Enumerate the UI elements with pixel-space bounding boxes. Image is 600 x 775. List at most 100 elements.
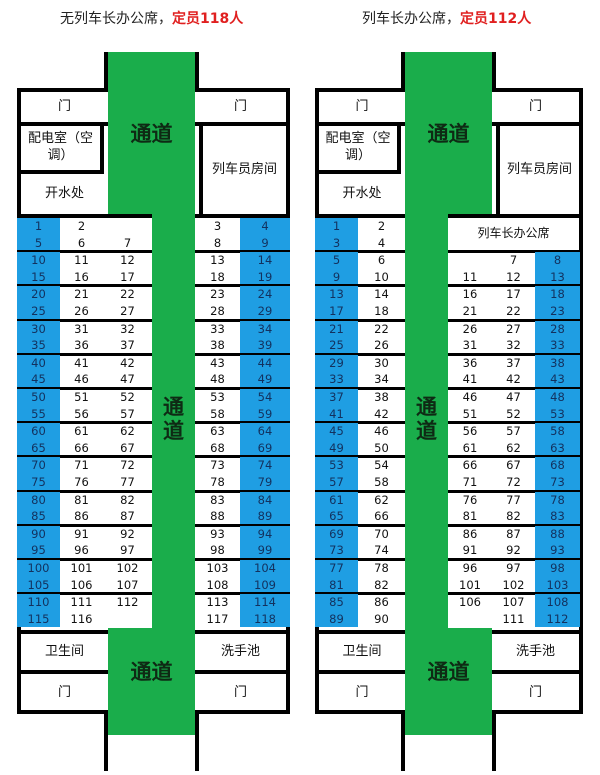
seat[interactable]: 111: [70, 595, 93, 610]
seat[interactable]: 108: [206, 577, 229, 592]
seat[interactable]: 82: [374, 577, 389, 592]
seat[interactable]: 92: [506, 543, 521, 558]
seat[interactable]: 32: [506, 338, 521, 353]
seat[interactable]: 90: [374, 611, 389, 626]
window-seat[interactable]: 69: [315, 525, 358, 543]
window-seat[interactable]: 50: [17, 389, 60, 406]
seat[interactable]: 53: [210, 390, 225, 404]
window-seat[interactable]: 21: [315, 320, 358, 338]
seat[interactable]: 62: [374, 492, 389, 507]
seat[interactable]: 26: [74, 303, 89, 318]
seat[interactable]: 107: [502, 595, 525, 610]
seat[interactable]: 47: [506, 390, 521, 404]
seat[interactable]: 56: [462, 424, 478, 439]
window-seat[interactable]: 100: [17, 560, 60, 577]
window-seat[interactable]: 98: [535, 560, 580, 577]
seat[interactable]: 43: [210, 355, 225, 370]
window-seat[interactable]: 94: [240, 525, 290, 543]
window-seat[interactable]: 17: [315, 302, 358, 320]
window-seat[interactable]: 61: [315, 491, 358, 509]
seat[interactable]: [448, 252, 492, 269]
window-seat[interactable]: 80: [17, 491, 60, 509]
seat[interactable]: 96: [74, 543, 89, 558]
window-seat[interactable]: 3: [315, 234, 358, 252]
seat[interactable]: 27: [506, 321, 521, 336]
seat[interactable]: 106: [459, 595, 481, 610]
window-seat[interactable]: 89: [240, 508, 290, 525]
seat[interactable]: 22: [120, 287, 135, 302]
seat[interactable]: 46: [374, 424, 389, 439]
window-seat[interactable]: 8: [535, 252, 580, 269]
window-seat[interactable]: 18: [535, 286, 580, 303]
seat[interactable]: 103: [206, 561, 229, 575]
window-seat[interactable]: 90: [17, 525, 60, 543]
window-seat[interactable]: 104: [240, 560, 290, 577]
seat[interactable]: 78: [210, 474, 225, 489]
window-seat[interactable]: 63: [535, 439, 580, 457]
window-seat[interactable]: 9: [240, 234, 290, 252]
seat[interactable]: 38: [374, 390, 389, 404]
seat[interactable]: 93: [210, 526, 225, 541]
seat[interactable]: 36: [462, 355, 478, 370]
seat[interactable]: 91: [74, 526, 89, 541]
seat[interactable]: 62: [120, 424, 135, 439]
seat[interactable]: 13: [210, 253, 225, 268]
window-seat[interactable]: 45: [315, 423, 358, 440]
seat[interactable]: 4: [377, 235, 386, 250]
seat[interactable]: 31: [462, 338, 478, 353]
window-seat[interactable]: 99: [240, 542, 290, 559]
seat[interactable]: [103, 611, 152, 628]
seat[interactable]: 41: [462, 372, 478, 387]
seat[interactable]: 63: [210, 424, 225, 439]
seat[interactable]: 26: [374, 338, 389, 353]
window-seat[interactable]: 89: [315, 610, 358, 628]
seat[interactable]: 70: [374, 526, 389, 541]
window-seat[interactable]: 34: [240, 320, 290, 338]
window-seat[interactable]: 78: [535, 491, 580, 509]
window-seat[interactable]: 1: [315, 218, 358, 235]
window-seat[interactable]: 5: [315, 252, 358, 269]
window-seat[interactable]: 1: [17, 218, 60, 235]
window-seat[interactable]: 118: [240, 610, 290, 628]
window-seat[interactable]: 88: [535, 525, 580, 543]
seat[interactable]: 92: [120, 526, 135, 541]
window-seat[interactable]: 40: [17, 354, 60, 372]
seat[interactable]: 33: [210, 321, 225, 336]
window-seat[interactable]: 73: [315, 542, 358, 559]
seat[interactable]: 26: [462, 321, 478, 336]
window-seat[interactable]: 44: [240, 354, 290, 372]
window-seat[interactable]: 30: [17, 320, 60, 338]
seat[interactable]: 17: [120, 269, 135, 284]
window-seat[interactable]: 29: [315, 354, 358, 372]
seat[interactable]: 96: [462, 561, 478, 575]
seat[interactable]: 50: [374, 440, 389, 455]
seat[interactable]: 58: [374, 474, 389, 489]
seat[interactable]: 37: [120, 338, 135, 353]
window-seat[interactable]: 114: [240, 594, 290, 611]
seat[interactable]: 97: [120, 543, 135, 558]
seat[interactable]: 32: [120, 321, 135, 336]
seat[interactable]: 77: [120, 474, 135, 489]
seat[interactable]: 87: [120, 509, 135, 524]
window-seat[interactable]: 85: [17, 508, 60, 525]
window-seat[interactable]: 58: [535, 423, 580, 440]
window-seat[interactable]: 79: [240, 473, 290, 491]
window-seat[interactable]: 13: [535, 268, 580, 286]
window-seat[interactable]: 108: [535, 594, 580, 611]
seat[interactable]: 46: [462, 390, 478, 404]
seat[interactable]: 2: [377, 219, 386, 233]
seat[interactable]: 81: [462, 509, 478, 524]
window-seat[interactable]: 33: [535, 337, 580, 354]
window-seat[interactable]: 75: [17, 473, 60, 491]
window-seat[interactable]: 77: [315, 560, 358, 577]
seat[interactable]: 41: [74, 355, 89, 370]
seat[interactable]: 102: [116, 561, 139, 575]
window-seat[interactable]: 70: [17, 457, 60, 474]
window-seat[interactable]: 24: [240, 286, 290, 303]
seat[interactable]: 91: [462, 543, 478, 558]
seat[interactable]: 61: [74, 424, 89, 439]
window-seat[interactable]: 84: [240, 491, 290, 509]
window-seat[interactable]: 60: [17, 423, 60, 440]
seat[interactable]: 71: [462, 474, 478, 489]
window-seat[interactable]: 41: [315, 405, 358, 423]
